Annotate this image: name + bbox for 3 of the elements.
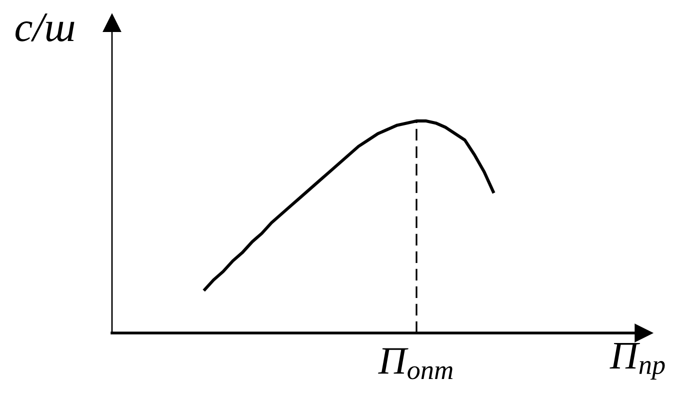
x-axis-title: П$_{пр}$ (610, 343, 665, 380)
y-axis-title: с/ш (16, 14, 74, 42)
text: П$_{опт}$ (378, 348, 453, 380)
